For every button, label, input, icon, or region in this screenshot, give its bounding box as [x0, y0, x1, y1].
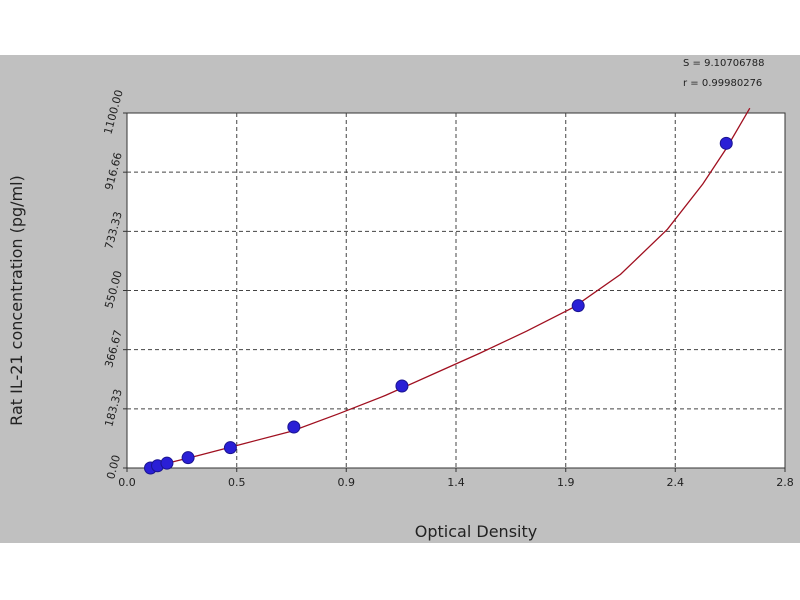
- grid-lines: [127, 113, 785, 468]
- data-point: [223, 441, 237, 455]
- y-tick-label: 1100.00: [101, 88, 125, 135]
- x-tick-label: 0.0: [118, 476, 136, 489]
- y-tick-label: 183.33: [102, 388, 125, 429]
- x-tick-labels: 0.0 0.5 0.9 1.4 1.9 2.4 2.8: [118, 468, 794, 489]
- data-point: [395, 379, 409, 393]
- data-point: [287, 420, 301, 434]
- x-tick-label: 0.9: [338, 476, 356, 489]
- data-points: [144, 136, 733, 475]
- y-tick-labels: 0.00 183.33 366.67 550.00 733.33 916.66 1100.0…: [101, 88, 127, 481]
- y-tick-label: 550.00: [102, 269, 125, 310]
- y-tick-label: 366.67: [102, 328, 125, 369]
- data-point: [181, 451, 195, 465]
- x-axis-title: Optical Density: [415, 522, 537, 541]
- x-tick-label: 0.5: [228, 476, 246, 489]
- y-axis-title: Rat IL-21 concentration (pg/ml): [7, 175, 26, 426]
- x-tick-label: 1.9: [557, 476, 575, 489]
- chart-svg: 0.00 183.33 366.67 550.00 733.33 916.66 1100.0…: [7, 58, 794, 541]
- y-tick-label: 916.66: [102, 151, 125, 192]
- data-point: [160, 456, 174, 470]
- fit-curve: [150, 107, 751, 469]
- y-tick-label: 733.33: [102, 210, 125, 251]
- x-tick-label: 2.8: [776, 476, 794, 489]
- y-tick-label: 0.00: [104, 454, 123, 481]
- data-point: [571, 299, 585, 313]
- x-tick-label: 1.4: [447, 476, 465, 489]
- data-point: [719, 136, 733, 150]
- stats-s-value: S = 9.10706788: [683, 58, 765, 69]
- x-tick-label: 2.4: [667, 476, 685, 489]
- stats-r-value: r = 0.99980276: [683, 78, 762, 89]
- chart-figure: 0.00 183.33 366.67 550.00 733.33 916.66 1100.0…: [0, 55, 800, 543]
